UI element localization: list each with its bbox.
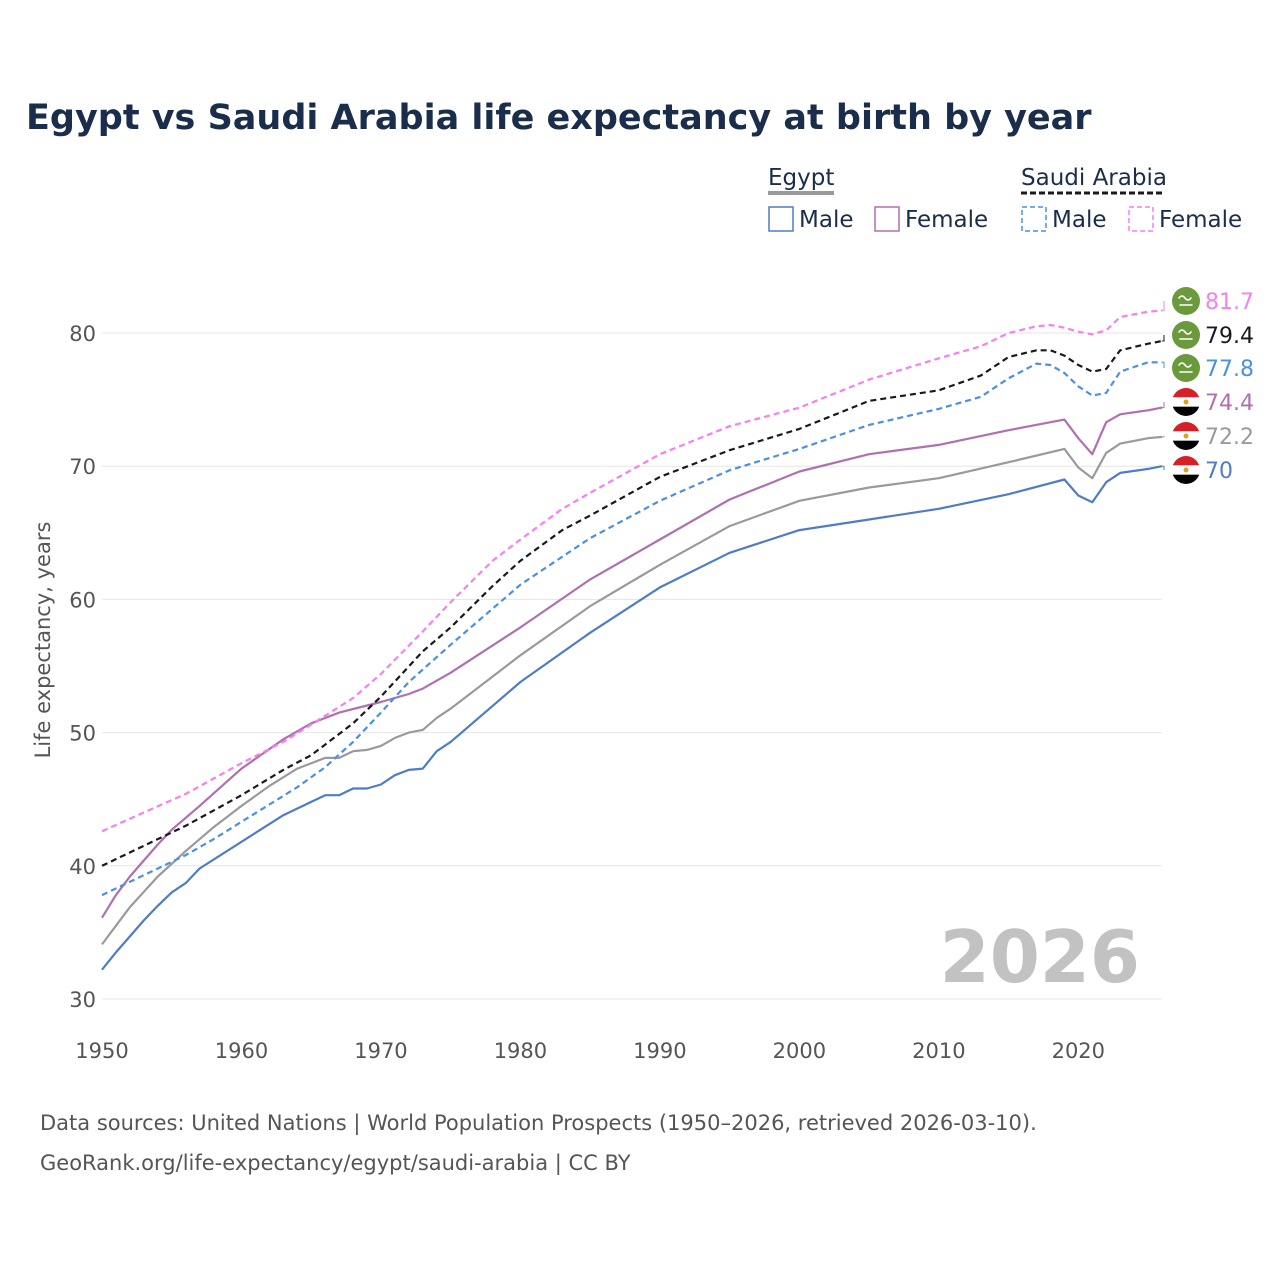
legend-swatch-egypt-female[interactable]: [874, 206, 900, 232]
y-tick-label: 70: [69, 455, 96, 479]
legend-label-saudi-female[interactable]: Female: [1159, 207, 1242, 233]
y-tick-label: 50: [69, 722, 96, 746]
egypt-flag-icon: [1172, 456, 1200, 484]
saudi-flag-icon: [1172, 287, 1200, 315]
source-line-1: Data sources: United Nations | World Pop…: [40, 1111, 1037, 1136]
x-tick-label: 1960: [215, 1039, 268, 1063]
legend-label-egypt-male[interactable]: Male: [799, 207, 853, 233]
egypt-flag-icon: [1172, 388, 1200, 416]
saudi-flag-icon: [1172, 354, 1200, 382]
series-line-saudi-male[interactable]: [101, 361, 1162, 897]
y-tick-label: 40: [69, 855, 96, 879]
end-label-egypt-female: 74.4: [1205, 391, 1254, 416]
y-tick-label: 60: [69, 588, 96, 612]
end-label-saudi-male: 77.8: [1205, 357, 1254, 382]
x-axis-ticks: 1950 1960 1970 1980 1990 2000 2010 2020: [75, 1039, 1105, 1063]
end-label-egypt-total: 72.2: [1205, 425, 1254, 450]
saudi-flag-icon: [1172, 321, 1200, 349]
gridlines: [102, 332, 1162, 1000]
egypt-flag-icon: [1172, 422, 1200, 450]
legend-swatch-saudi-male[interactable]: [1021, 206, 1047, 232]
legend-swatch-egypt-male[interactable]: [768, 206, 794, 232]
end-labels: 81.7 79.4 77.8 74.4 72.2 70: [1162, 287, 1254, 484]
x-tick-label: 2000: [773, 1039, 826, 1063]
end-connector: [1162, 436, 1165, 438]
chart-title: Egypt vs Saudi Arabia life expectancy at…: [26, 98, 1092, 138]
legend-label-egypt-female[interactable]: Female: [905, 207, 988, 233]
x-tick-label: 2010: [912, 1039, 965, 1063]
legend-heading-egypt: Egypt: [768, 165, 834, 191]
end-connector: [1162, 361, 1165, 368]
x-tick-label: 1990: [633, 1039, 686, 1063]
end-label-saudi-female: 81.7: [1205, 290, 1254, 315]
end-connector: [1162, 335, 1165, 342]
y-axis-ticks: 30 40 50 60 70 80: [69, 322, 96, 1012]
y-tick-label: 80: [69, 322, 96, 346]
series-line-egypt-male[interactable]: [101, 465, 1163, 971]
x-tick-label: 1980: [494, 1039, 547, 1063]
x-tick-label: 1950: [75, 1039, 128, 1063]
x-tick-label: 1970: [354, 1039, 407, 1063]
series-line-egypt-female[interactable]: [101, 406, 1163, 919]
source-line-2: GeoRank.org/life-expectancy/egypt/saudi-…: [40, 1151, 631, 1176]
end-label-egypt-male: 70: [1205, 459, 1233, 484]
y-axis-label: Life expectancy, years: [31, 522, 55, 759]
series-lines: [101, 309, 1163, 971]
y-tick-label: 30: [69, 988, 96, 1012]
legend-heading-saudi: Saudi Arabia: [1021, 165, 1167, 191]
end-connector: [1162, 301, 1165, 311]
series-line-saudi-female[interactable]: [101, 309, 1163, 833]
series-line-egypt-total[interactable]: [101, 435, 1163, 946]
end-connector: [1162, 465, 1165, 470]
legend: Egypt Saudi Arabia Male Female Male Fema…: [768, 165, 1242, 233]
end-label-saudi-total: 79.4: [1205, 324, 1254, 349]
series-line-saudi-total[interactable]: [101, 339, 1163, 867]
year-watermark: 2026: [940, 915, 1140, 999]
legend-label-saudi-male[interactable]: Male: [1052, 207, 1106, 233]
x-tick-label: 2020: [1052, 1039, 1105, 1063]
legend-swatch-saudi-female[interactable]: [1128, 206, 1154, 232]
end-connector: [1162, 402, 1165, 409]
